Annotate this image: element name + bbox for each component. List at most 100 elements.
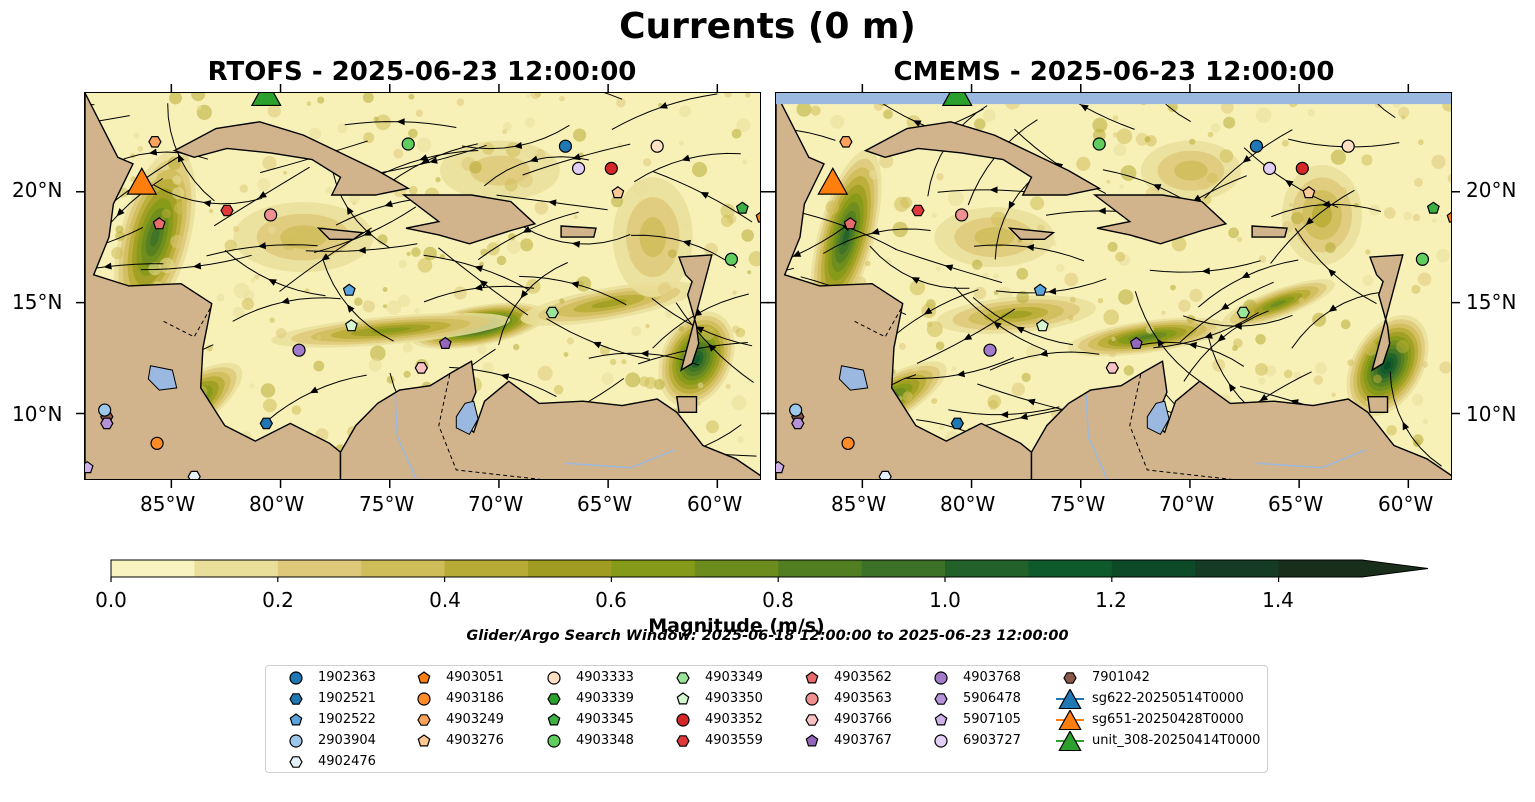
float-marker: [558, 139, 573, 153]
glider-marker: [941, 93, 973, 107]
legend-label: 4903768: [963, 670, 1021, 685]
no-data-band: [776, 93, 1451, 105]
colorbar-tick-label: 0.8: [762, 588, 794, 612]
colorbar-segment: [1111, 560, 1196, 577]
float-marker: [1092, 137, 1106, 151]
legend-label: 4903559: [705, 733, 763, 748]
figure-title: Currents (0 m): [619, 6, 916, 47]
legend-label: 1902522: [318, 712, 376, 727]
lon-tick-label: 75°W: [1050, 492, 1106, 516]
legend-label: 1902363: [318, 670, 376, 685]
land-masses: [776, 93, 1451, 479]
legend-label: 4903350: [705, 691, 763, 706]
colorbar-segment: [528, 560, 612, 577]
float-marker: [438, 336, 452, 349]
legend-marker: [417, 692, 431, 706]
lat-tick-label: 15°N: [1466, 290, 1517, 314]
lat-tick-label: 15°N: [12, 290, 63, 314]
lon-tick-label: 80°W: [940, 492, 996, 516]
float-marker: [791, 417, 805, 430]
float-marker: [342, 283, 356, 296]
legend-label: 4903563: [834, 691, 892, 706]
legend-marker: [547, 713, 561, 726]
float-marker: [1033, 283, 1047, 296]
lon-tick-label: 85°W: [831, 492, 887, 516]
colorbar-tick-label: 0.6: [595, 588, 627, 612]
legend-marker: [417, 671, 431, 684]
legend-marker: [805, 692, 819, 706]
legend-marker: [289, 671, 303, 685]
legend-label: 4903249: [446, 712, 504, 727]
lat-tick-label: 20°N: [12, 178, 63, 202]
float-marker: [950, 417, 964, 430]
float-marker: [650, 139, 664, 153]
colorbar-segment: [1028, 560, 1113, 577]
colorbar-segment: [1195, 560, 1280, 577]
axis-ticks: [76, 84, 769, 488]
legend: 1902363 1902521 1902522 2903904 4902476 49030…: [265, 665, 1268, 773]
float-marker: [983, 343, 997, 357]
colorbar-tick-label: 1.0: [929, 588, 961, 612]
legend-label: 4903186: [446, 691, 504, 706]
legend-marker: [934, 734, 948, 748]
float-marker: [1035, 319, 1049, 332]
float-marker: [292, 343, 306, 357]
legend-label: 2903904: [318, 733, 376, 748]
float-marker: [604, 161, 618, 175]
legend-marker: [676, 672, 690, 684]
legend-marker: [805, 734, 819, 747]
legend-label: 4903333: [576, 670, 634, 685]
float-marker: [724, 252, 739, 266]
glider-marker: [126, 167, 158, 195]
float-marker: [414, 362, 428, 374]
legend-label: 4903348: [576, 733, 634, 748]
search-window-text: Glider/Argo Search Window: 2025-06-18 12…: [466, 628, 1069, 644]
legend-marker: [934, 671, 948, 685]
legend-marker: [547, 734, 561, 748]
colorbar-segment: [1278, 560, 1363, 577]
map-canvas-cmems: [776, 93, 1451, 479]
argo-floats: [776, 93, 1451, 479]
legend-label: 4903339: [576, 691, 634, 706]
lon-tick-label: 60°W: [1378, 492, 1434, 516]
glider-marker: [817, 167, 849, 195]
legend-glider-marker: [1058, 710, 1082, 730]
legend-marker: [1063, 672, 1077, 684]
float-marker: [152, 217, 166, 230]
colorbar-segment: [611, 560, 696, 577]
legend-marker: [934, 693, 948, 705]
float-marker: [100, 417, 114, 430]
legend-glider-marker: [1058, 689, 1082, 709]
colorbar-tick-label: 0.0: [95, 588, 127, 612]
legend-marker: [289, 693, 303, 705]
float-marker: [220, 204, 234, 217]
legend-label: 4903051: [446, 670, 504, 685]
float-marker: [841, 436, 855, 450]
float-marker: [259, 417, 273, 430]
map-panel-cmems[interactable]: [775, 92, 1452, 480]
legend-marker: [547, 671, 561, 685]
float-marker: [611, 186, 625, 199]
float-marker: [843, 217, 857, 230]
lat-tick-label: 10°N: [12, 402, 63, 426]
float-marker: [98, 403, 112, 417]
lat-tick-label: 10°N: [1466, 402, 1517, 426]
legend-marker: [934, 713, 948, 726]
legend-marker: [805, 714, 819, 726]
colorbar-tick-label: 1.4: [1262, 588, 1294, 612]
legend-label: 5907105: [963, 712, 1021, 727]
lon-tick-label: 65°W: [1268, 492, 1324, 516]
map-panel-rtofs[interactable]: [84, 92, 761, 480]
lon-tick-label: 60°W: [687, 492, 743, 516]
float-marker: [1415, 252, 1430, 266]
lon-tick-label: 70°W: [1159, 492, 1215, 516]
colorbar-segment: [945, 560, 1029, 577]
legend-label: 1902521: [318, 691, 376, 706]
panel-title-rtofs: RTOFS - 2025-06-23 12:00:00: [207, 57, 637, 87]
legend-label: 4903766: [834, 712, 892, 727]
legend-label: 4903345: [576, 712, 634, 727]
land-masses: [85, 93, 760, 479]
colorbar-segment: [361, 560, 446, 577]
float-marker: [839, 136, 853, 148]
float-marker: [85, 460, 94, 474]
